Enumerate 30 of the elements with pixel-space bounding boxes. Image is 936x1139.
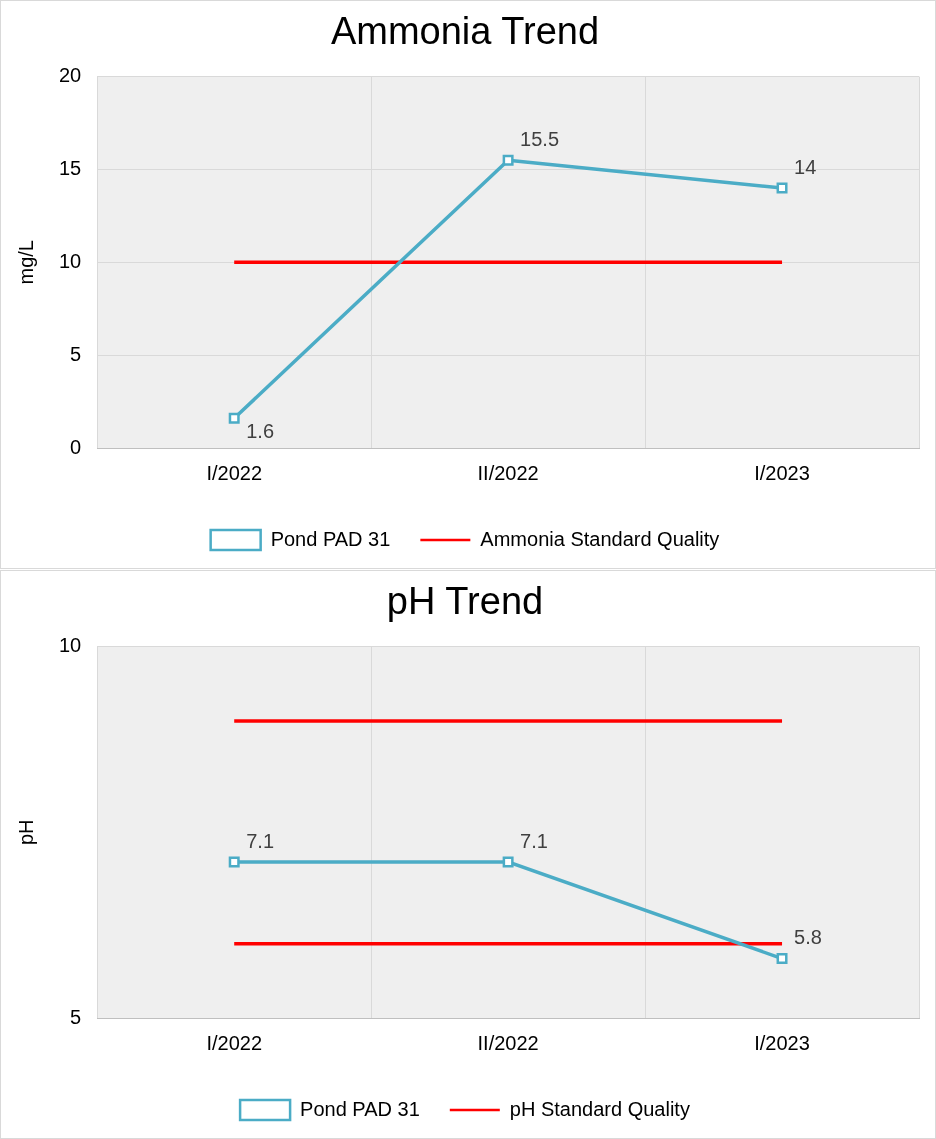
y-axis-title: pH xyxy=(14,819,37,846)
x-tick-label: I/2022 xyxy=(206,1031,263,1054)
data-label: 7.1 xyxy=(246,829,275,852)
legend-label: Ammonia Standard Quality xyxy=(480,527,720,550)
y-tick-label: 10 xyxy=(59,634,82,657)
x-tick-label: I/2023 xyxy=(754,1031,810,1054)
data-label: 14 xyxy=(794,155,817,178)
data-label: 1.6 xyxy=(246,419,275,442)
legend-label: Pond PAD 31 xyxy=(270,527,391,550)
legend-label: Pond PAD 31 xyxy=(300,1097,420,1120)
y-tick-label: 5 xyxy=(70,342,82,365)
data-label: 5.8 xyxy=(794,926,822,949)
point xyxy=(776,182,788,194)
y-tick-label: 10 xyxy=(59,249,82,272)
chart-title: pH Trend xyxy=(386,580,544,623)
data-label: 7.1 xyxy=(520,829,548,852)
y-tick-label: 20 xyxy=(59,64,82,87)
point xyxy=(228,412,240,424)
y-tick-label: 0 xyxy=(70,435,82,458)
y-tick-label: 5 xyxy=(70,1005,82,1028)
y-tick-label: 15 xyxy=(59,156,82,179)
chart-title: Ammonia Trend xyxy=(330,10,600,53)
point xyxy=(502,154,514,166)
x-tick-label: I/2022 xyxy=(206,461,263,484)
data-label: 15.5 xyxy=(520,127,560,150)
legend-label: pH Standard Quality xyxy=(509,1097,690,1120)
x-tick-label: II/2022 xyxy=(477,461,539,484)
x-tick-label: I/2023 xyxy=(754,461,810,484)
y-axis-title: mg/L xyxy=(14,240,37,285)
x-tick-label: II/2022 xyxy=(477,1031,539,1054)
